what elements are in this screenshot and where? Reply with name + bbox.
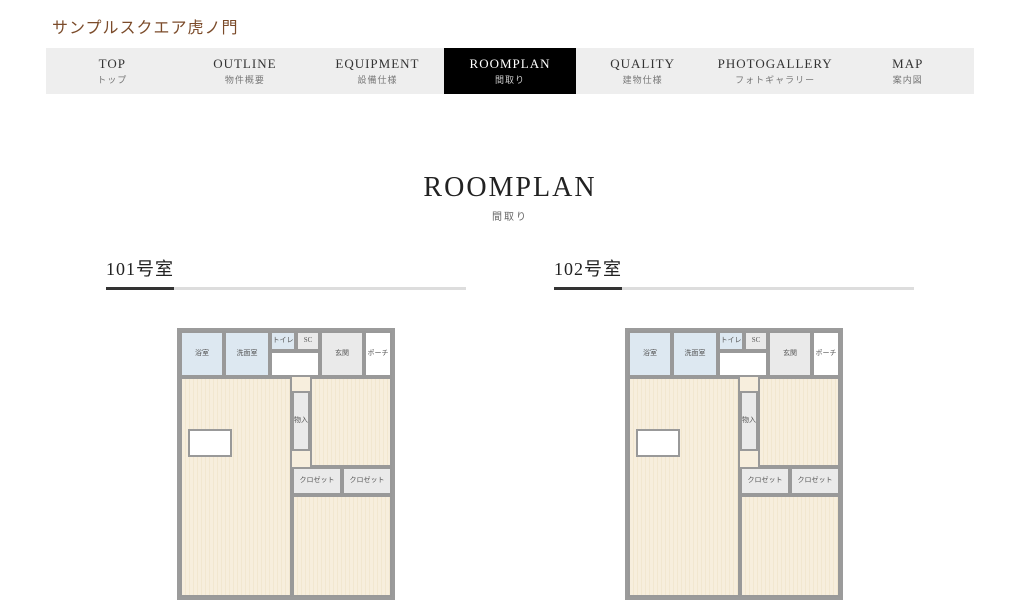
plan-title: 102号室: [554, 255, 914, 287]
room: [292, 495, 392, 597]
plan-underline: [106, 287, 466, 290]
room: クロゼット: [790, 467, 840, 495]
room: 玄関: [768, 331, 812, 377]
page-heading-jp: 間取り: [0, 208, 1020, 223]
plan-card: 101号室浴室 洗面室 トイレ SC 玄関 ポーチ物入クロゼット クロゼット: [106, 255, 466, 600]
room: [718, 351, 768, 377]
nav-label-jp: 設備仕様: [311, 73, 444, 86]
room-label: トイレ: [273, 337, 294, 345]
floorplan-wrap: 浴室 洗面室 トイレ SC 玄関 ポーチ物入クロゼット クロゼット: [554, 328, 914, 600]
room: クロゼット: [292, 467, 342, 495]
nav-quality[interactable]: QUALITY建物仕様: [576, 48, 709, 94]
nav-label-en: EQUIPMENT: [311, 56, 444, 72]
nav-photogallery[interactable]: PHOTOGALLERYフォトギャラリー: [709, 48, 842, 94]
room-label: クロゼット: [748, 477, 783, 485]
room: SC: [296, 331, 320, 351]
kitchen-counter: [636, 429, 680, 457]
room-label: ポーチ: [816, 350, 837, 358]
room-label: 洗面室: [685, 350, 706, 358]
room: 洗面室: [672, 331, 718, 377]
room-label: 浴室: [195, 350, 209, 358]
kitchen-counter: [188, 429, 232, 457]
room: トイレ: [270, 331, 296, 351]
plans-row: 101号室浴室 洗面室 トイレ SC 玄関 ポーチ物入クロゼット クロゼット 102号室浴室 洗…: [0, 255, 1020, 600]
room: 物入: [740, 391, 758, 451]
room: 浴室: [180, 331, 224, 377]
room-label: 物入: [742, 417, 756, 425]
room-label: クロゼット: [350, 477, 385, 485]
room: [180, 377, 292, 597]
page-heading-en: ROOMPLAN: [0, 172, 1020, 204]
room: ポーチ: [364, 331, 392, 377]
room: [270, 351, 320, 377]
room: 玄関: [320, 331, 364, 377]
room-label: ポーチ: [368, 350, 389, 358]
room: ポーチ: [812, 331, 840, 377]
room-label: クロゼット: [300, 477, 335, 485]
nav-label-en: PHOTOGALLERY: [709, 56, 842, 72]
nav-label-en: MAP: [841, 56, 974, 72]
room-label: SC: [752, 337, 761, 345]
nav-label-jp: フォトギャラリー: [709, 73, 842, 86]
nav-label-en: OUTLINE: [179, 56, 312, 72]
nav-map[interactable]: MAP案内図: [841, 48, 974, 94]
nav-equipment[interactable]: EQUIPMENT設備仕様: [311, 48, 444, 94]
room: [310, 377, 392, 467]
room: [628, 377, 740, 597]
floorplan: 浴室 洗面室 トイレ SC 玄関 ポーチ物入クロゼット クロゼット: [177, 328, 395, 600]
nav-label-en: ROOMPLAN: [444, 56, 577, 72]
main-nav: TOPトップOUTLINE物件概要EQUIPMENT設備仕様ROOMPLAN間取…: [46, 48, 974, 94]
room: トイレ: [718, 331, 744, 351]
nav-label-jp: 建物仕様: [576, 73, 709, 86]
room: [740, 495, 840, 597]
plan-underline: [554, 287, 914, 290]
room: SC: [744, 331, 768, 351]
room: [758, 377, 840, 467]
room-label: 浴室: [643, 350, 657, 358]
room: クロゼット: [740, 467, 790, 495]
nav-label-jp: トップ: [46, 73, 179, 86]
floorplan: 浴室 洗面室 トイレ SC 玄関 ポーチ物入クロゼット クロゼット: [625, 328, 843, 600]
nav-top[interactable]: TOPトップ: [46, 48, 179, 94]
nav-roomplan[interactable]: ROOMPLAN間取り: [444, 48, 577, 94]
room-label: SC: [304, 337, 313, 345]
room: 物入: [292, 391, 310, 451]
page-heading: ROOMPLAN 間取り: [0, 172, 1020, 223]
nav-label-jp: 案内図: [841, 73, 974, 86]
nav-label-en: TOP: [46, 56, 179, 72]
nav-outline[interactable]: OUTLINE物件概要: [179, 48, 312, 94]
room-label: クロゼット: [798, 477, 833, 485]
room-label: トイレ: [721, 337, 742, 345]
room-label: 物入: [294, 417, 308, 425]
nav-label-jp: 物件概要: [179, 73, 312, 86]
room: 浴室: [628, 331, 672, 377]
plan-card: 102号室浴室 洗面室 トイレ SC 玄関 ポーチ物入クロゼット クロゼット: [554, 255, 914, 600]
room-label: 玄関: [335, 350, 349, 358]
site-title: サンプルスクエア虎ノ門: [0, 0, 1020, 48]
room-label: 玄関: [783, 350, 797, 358]
room-label: 洗面室: [237, 350, 258, 358]
room: クロゼット: [342, 467, 392, 495]
room: 洗面室: [224, 331, 270, 377]
nav-label-en: QUALITY: [576, 56, 709, 72]
nav-label-jp: 間取り: [444, 73, 577, 86]
plan-title: 101号室: [106, 255, 466, 287]
floorplan-wrap: 浴室 洗面室 トイレ SC 玄関 ポーチ物入クロゼット クロゼット: [106, 328, 466, 600]
